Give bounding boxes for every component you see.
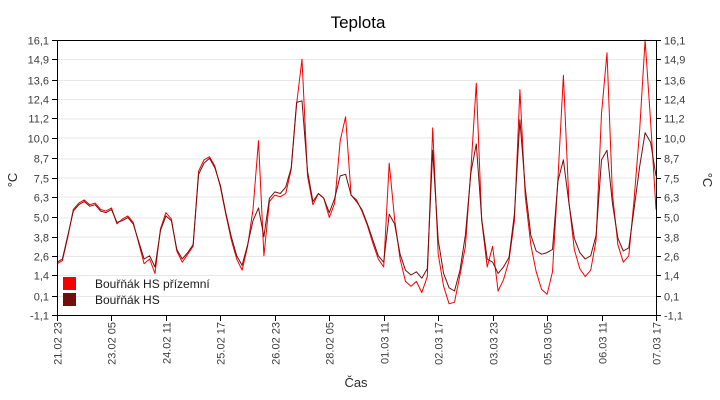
series-line-hs bbox=[56, 100, 657, 292]
y-tick-label-left: 6,3 bbox=[34, 193, 49, 205]
x-tick-label: 02.03 17 bbox=[434, 322, 446, 365]
y-tick-label-right: 16,1 bbox=[664, 36, 685, 48]
plot-border bbox=[57, 40, 657, 316]
x-tick-label: 21.02 23 bbox=[53, 322, 65, 365]
y-tick-label-left: 1,4 bbox=[34, 271, 49, 283]
y-tick-label-right: 2,6 bbox=[664, 252, 679, 264]
legend-label-hs: Bouřňák HS bbox=[95, 293, 160, 307]
x-axis-title: Čas bbox=[344, 375, 368, 390]
y-tick-label-left: 5,0 bbox=[34, 213, 49, 225]
y-tick-label-right: 3,8 bbox=[664, 233, 679, 245]
y-tick-label-right: 10,0 bbox=[664, 134, 685, 146]
y-tick-label-right: 8,7 bbox=[664, 154, 679, 166]
y-tick-label-right: 11,2 bbox=[664, 114, 685, 126]
y-tick-label-right: 13,6 bbox=[664, 76, 685, 88]
x-tick-label: 03.03 23 bbox=[489, 322, 501, 365]
y-tick-label-left: 16,1 bbox=[28, 36, 49, 48]
legend-swatch-prizemni bbox=[63, 277, 76, 290]
x-tick-label: 01.03 11 bbox=[380, 322, 392, 364]
y-tick-label-right: 7,5 bbox=[664, 174, 679, 186]
y-tick-label-left: 11,2 bbox=[28, 114, 49, 126]
y-tick-label-left: 2,6 bbox=[34, 252, 49, 264]
y-axis-title-right: °C bbox=[700, 173, 715, 188]
y-tick-label-left: 7,5 bbox=[34, 174, 49, 186]
x-tick-label: 26.02 23 bbox=[271, 322, 283, 365]
series-line-prizemni bbox=[56, 39, 657, 305]
y-tick-label-right: 5,0 bbox=[664, 213, 679, 225]
x-tick-label: 25.02 17 bbox=[216, 322, 228, 365]
legend-swatch-hs bbox=[63, 293, 76, 306]
x-tick-label: 07.03 17 bbox=[652, 322, 664, 365]
y-tick-label-left: 13,6 bbox=[28, 76, 49, 88]
y-tick-label-right: 6,3 bbox=[664, 193, 679, 205]
x-tick-label: 23.02 05 bbox=[107, 322, 119, 365]
legend: Bouřňák HS přízemní Bouřňák HS bbox=[63, 277, 210, 307]
legend-label-prizemni: Bouřňák HS přízemní bbox=[95, 277, 210, 291]
plot-area: 16,1 16,1 14,9 14,9 13,6 13,6 12,4 12,4 11,2 11,2… bbox=[28, 36, 686, 365]
chart-title: Teplota bbox=[331, 13, 386, 32]
y-tick-label-left: 12,4 bbox=[28, 95, 49, 107]
y-tick-label-left: 0,1 bbox=[34, 292, 49, 304]
y-tick-label-left: 10,0 bbox=[28, 134, 49, 146]
y-tick-label-left: -1,1 bbox=[30, 311, 49, 323]
x-tick-label: 05.03 05 bbox=[543, 322, 555, 365]
y-tick-label-right: 12,4 bbox=[664, 95, 685, 107]
x-tick-label: 28.02 05 bbox=[325, 322, 337, 365]
x-tick-label: 24.02 11 bbox=[162, 322, 174, 364]
y-tick-label-left: 8,7 bbox=[34, 154, 49, 166]
y-tick-label-right: 14,9 bbox=[664, 55, 685, 67]
x-tick-label: 06.03 11 bbox=[598, 322, 610, 364]
y-tick-label-right: -1,1 bbox=[664, 311, 683, 323]
y-tick-label-left: 3,8 bbox=[34, 233, 49, 245]
y-tick-label-right: 1,4 bbox=[664, 271, 679, 283]
y-tick-label-left: 14,9 bbox=[28, 55, 49, 67]
y-axis-title-left: °C bbox=[5, 173, 20, 188]
y-tick-label-right: 0,1 bbox=[664, 292, 679, 304]
